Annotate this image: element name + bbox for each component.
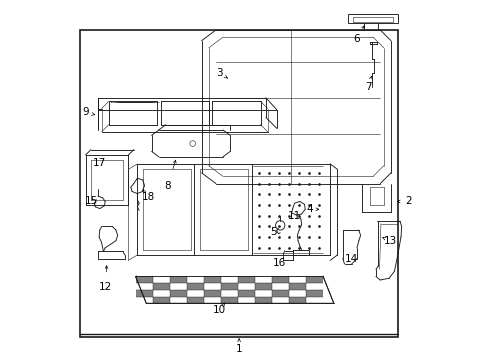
Bar bbox=[271, 290, 288, 297]
Bar bbox=[237, 290, 254, 297]
Bar bbox=[305, 290, 323, 297]
Text: 10: 10 bbox=[212, 305, 225, 315]
Bar bbox=[135, 290, 152, 297]
Bar bbox=[80, 30, 397, 337]
Bar bbox=[152, 297, 169, 303]
Bar bbox=[221, 297, 237, 303]
Bar bbox=[237, 276, 254, 283]
Text: 16: 16 bbox=[272, 258, 285, 268]
Bar bbox=[288, 297, 305, 303]
Text: 11: 11 bbox=[287, 211, 301, 221]
Text: 4: 4 bbox=[305, 204, 312, 214]
Text: 15: 15 bbox=[85, 197, 98, 206]
Bar bbox=[305, 276, 323, 283]
Text: 14: 14 bbox=[344, 254, 357, 264]
Bar bbox=[254, 283, 271, 290]
Bar bbox=[186, 283, 203, 290]
Text: 18: 18 bbox=[141, 192, 154, 202]
Text: 9: 9 bbox=[82, 107, 89, 117]
Text: 6: 6 bbox=[353, 34, 360, 44]
Bar bbox=[271, 276, 288, 283]
Bar bbox=[203, 276, 221, 283]
Bar bbox=[186, 297, 203, 303]
Text: 17: 17 bbox=[92, 158, 105, 168]
Bar bbox=[288, 283, 305, 290]
Bar bbox=[203, 290, 221, 297]
Text: 13: 13 bbox=[383, 236, 396, 246]
Text: 3: 3 bbox=[216, 68, 223, 78]
Text: 2: 2 bbox=[405, 197, 411, 206]
Text: 12: 12 bbox=[99, 282, 112, 292]
Text: 1: 1 bbox=[235, 343, 242, 354]
Bar bbox=[152, 283, 169, 290]
Bar bbox=[254, 297, 271, 303]
Bar bbox=[169, 290, 186, 297]
Bar bbox=[169, 276, 186, 283]
Text: 7: 7 bbox=[365, 82, 371, 92]
Text: 8: 8 bbox=[164, 181, 171, 192]
Bar bbox=[135, 276, 152, 283]
Text: 5: 5 bbox=[270, 227, 277, 237]
Bar bbox=[221, 283, 237, 290]
